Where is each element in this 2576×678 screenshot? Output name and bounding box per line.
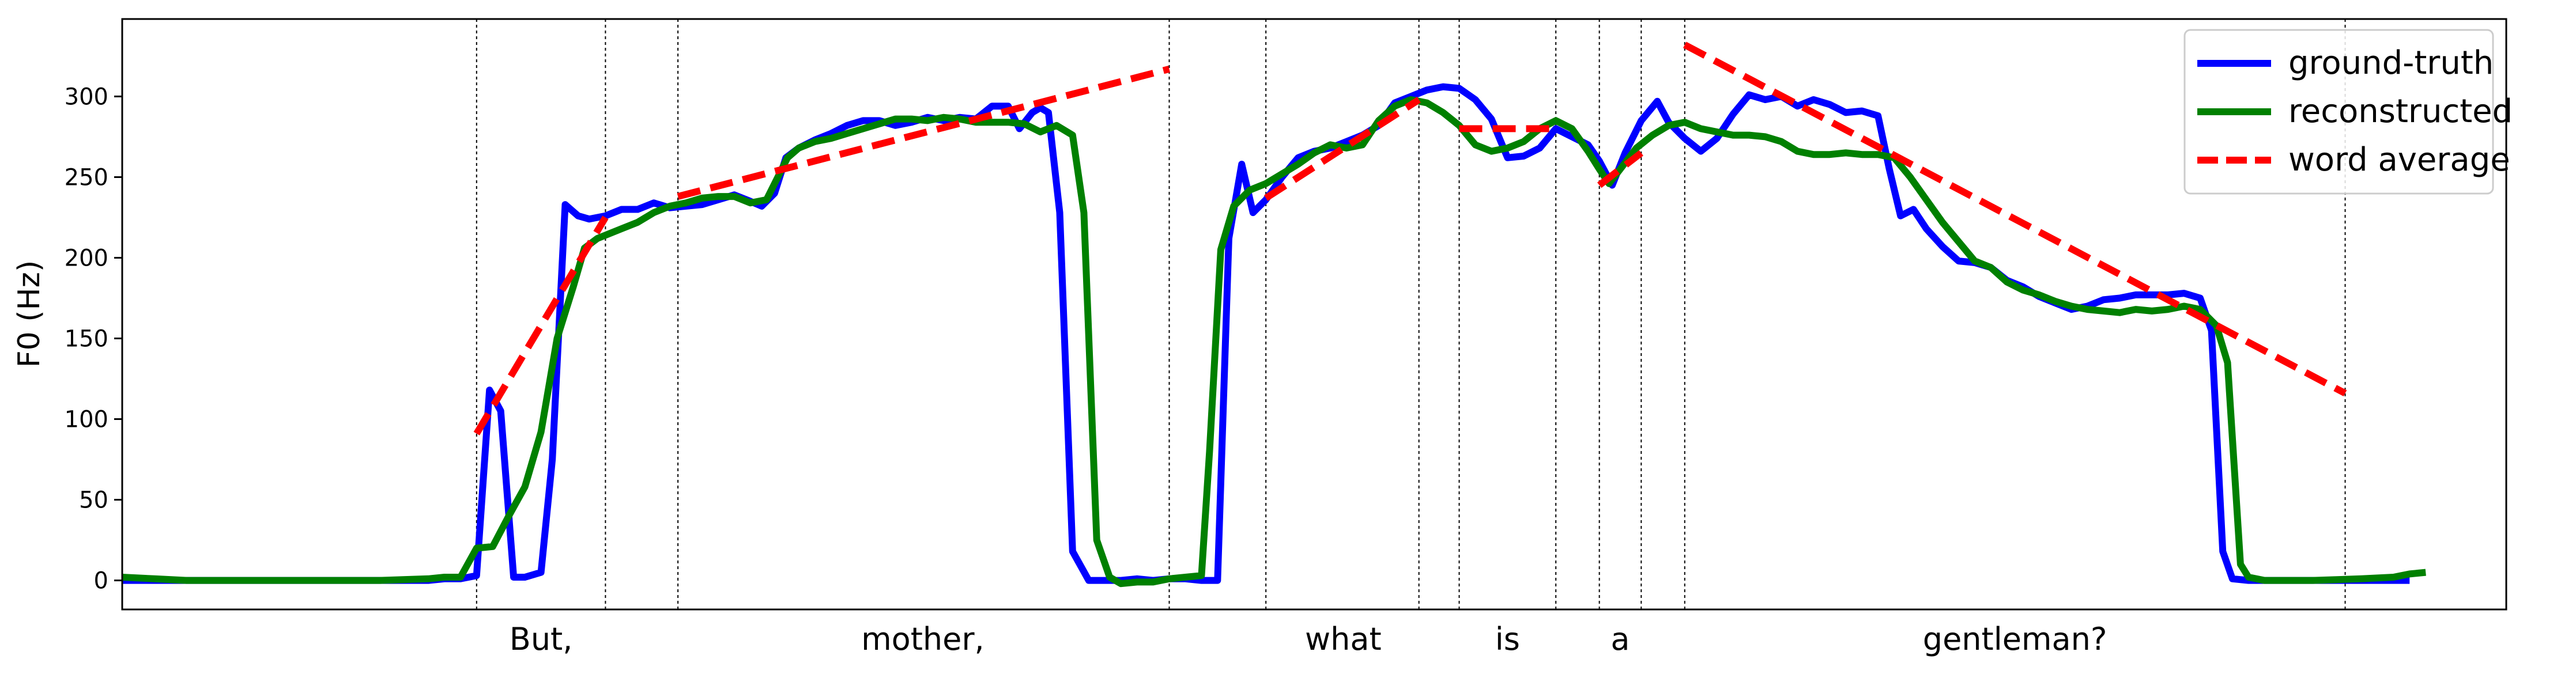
y-tick-label: 200 [65,245,108,271]
y-tick-label: 100 [65,407,108,433]
word-label: what [1305,621,1382,657]
y-axis-label: F0 (Hz) [12,260,47,368]
y-axis: 0 50 100 150 200 250 300 [65,84,122,594]
word-average-segment [677,66,1170,200]
legend: ground-truth reconstructed word average [2183,29,2513,195]
legend-label-ground-truth: ground-truth [2288,44,2494,82]
word-label: gentleman? [1923,621,2107,657]
legend-label-word-average: word average [2288,141,2510,179]
word-label: mother, [861,621,985,657]
legend-label-reconstructed: reconstructed [2288,93,2513,130]
ground-truth-line [122,83,2410,584]
word-labels: But, mother, what is a gentleman? [510,621,2107,657]
y-tick-label: 250 [65,164,108,191]
legend-box [2183,29,2494,195]
y-tick-label: 150 [65,326,108,353]
word-label: But, [510,621,573,657]
reconstructed-line [122,96,2426,588]
plot-frame [121,18,2507,611]
word-average-segment [473,215,609,435]
y-tick-label: 0 [94,568,108,594]
word-average-segment [1264,96,1421,201]
word-average-segment [1597,150,1643,188]
word-label: is [1495,621,1520,657]
word-average-segment [1683,41,2347,397]
word-label: a [1611,621,1630,657]
series-layer [122,41,2426,588]
y-tick-label: 300 [65,84,108,110]
y-tick-label: 50 [79,487,108,514]
